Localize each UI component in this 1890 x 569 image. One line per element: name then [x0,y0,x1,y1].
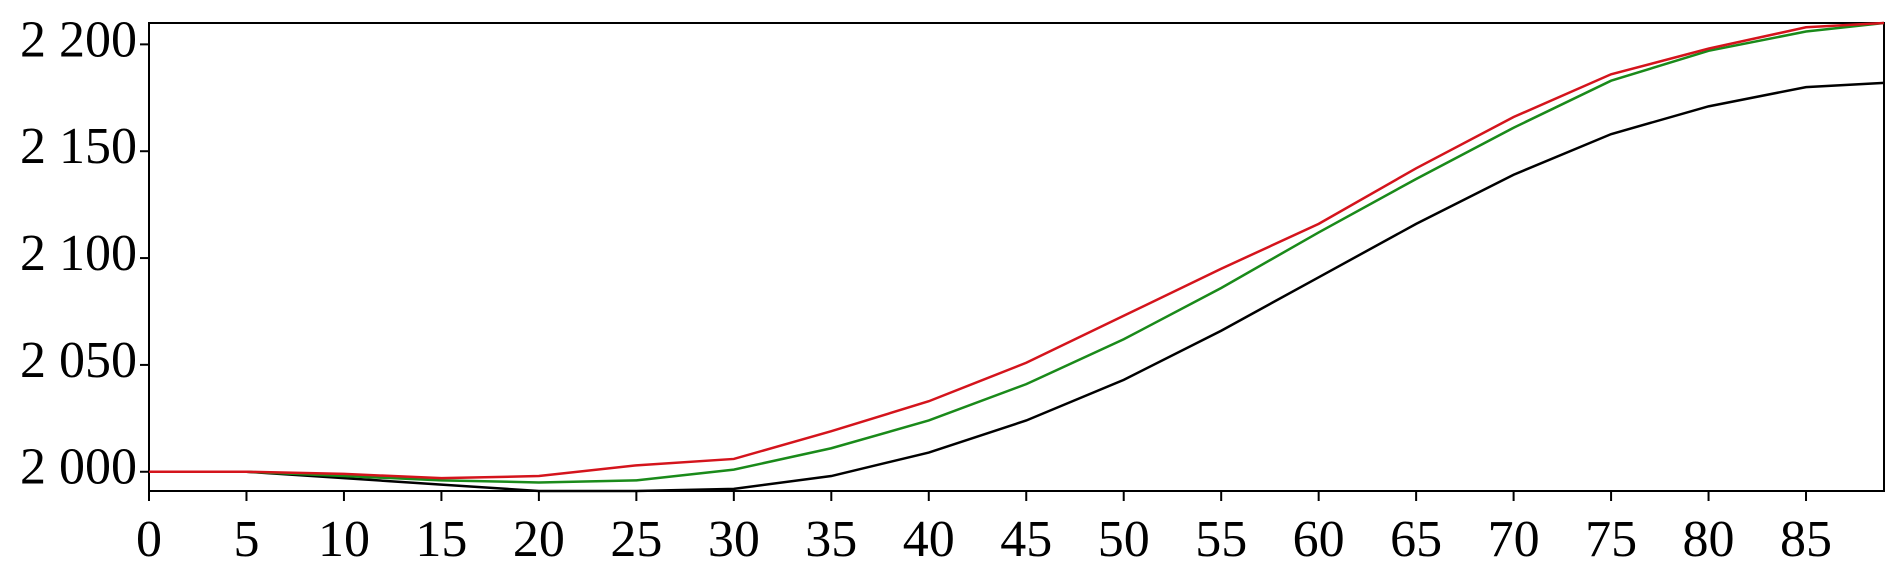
x-tick-label: 40 [903,511,955,568]
x-tick-label: 60 [1293,511,1345,568]
y-tick-label: 2 150 [20,118,137,175]
x-tick-label: 20 [513,511,565,568]
series-line [149,21,1885,480]
x-tick-label: 5 [233,511,259,568]
x-tick-label: 25 [610,511,662,568]
x-tick-label: 15 [415,511,467,568]
plot-frame [148,22,1885,492]
series-line [149,81,1885,493]
x-tick-label: 75 [1585,511,1637,568]
x-tick-label: 35 [805,511,857,568]
x-tick-label: 30 [708,511,760,568]
series-line [149,21,1885,484]
y-tick-label: 2 000 [20,439,137,496]
x-tick-label: 70 [1488,511,1540,568]
x-tick-label: 10 [318,511,370,568]
x-tick-label: 80 [1683,511,1735,568]
x-tick-label: 55 [1195,511,1247,568]
y-tick-label: 2 100 [20,225,137,282]
y-tick-label: 2 050 [20,332,137,389]
x-tick-label: 85 [1780,511,1832,568]
x-tick-label: 0 [136,511,162,568]
x-tick-label: 65 [1390,511,1442,568]
y-tick-label: 2 200 [20,11,137,68]
x-tick-label: 50 [1098,511,1150,568]
x-tick-label: 45 [1000,511,1052,568]
